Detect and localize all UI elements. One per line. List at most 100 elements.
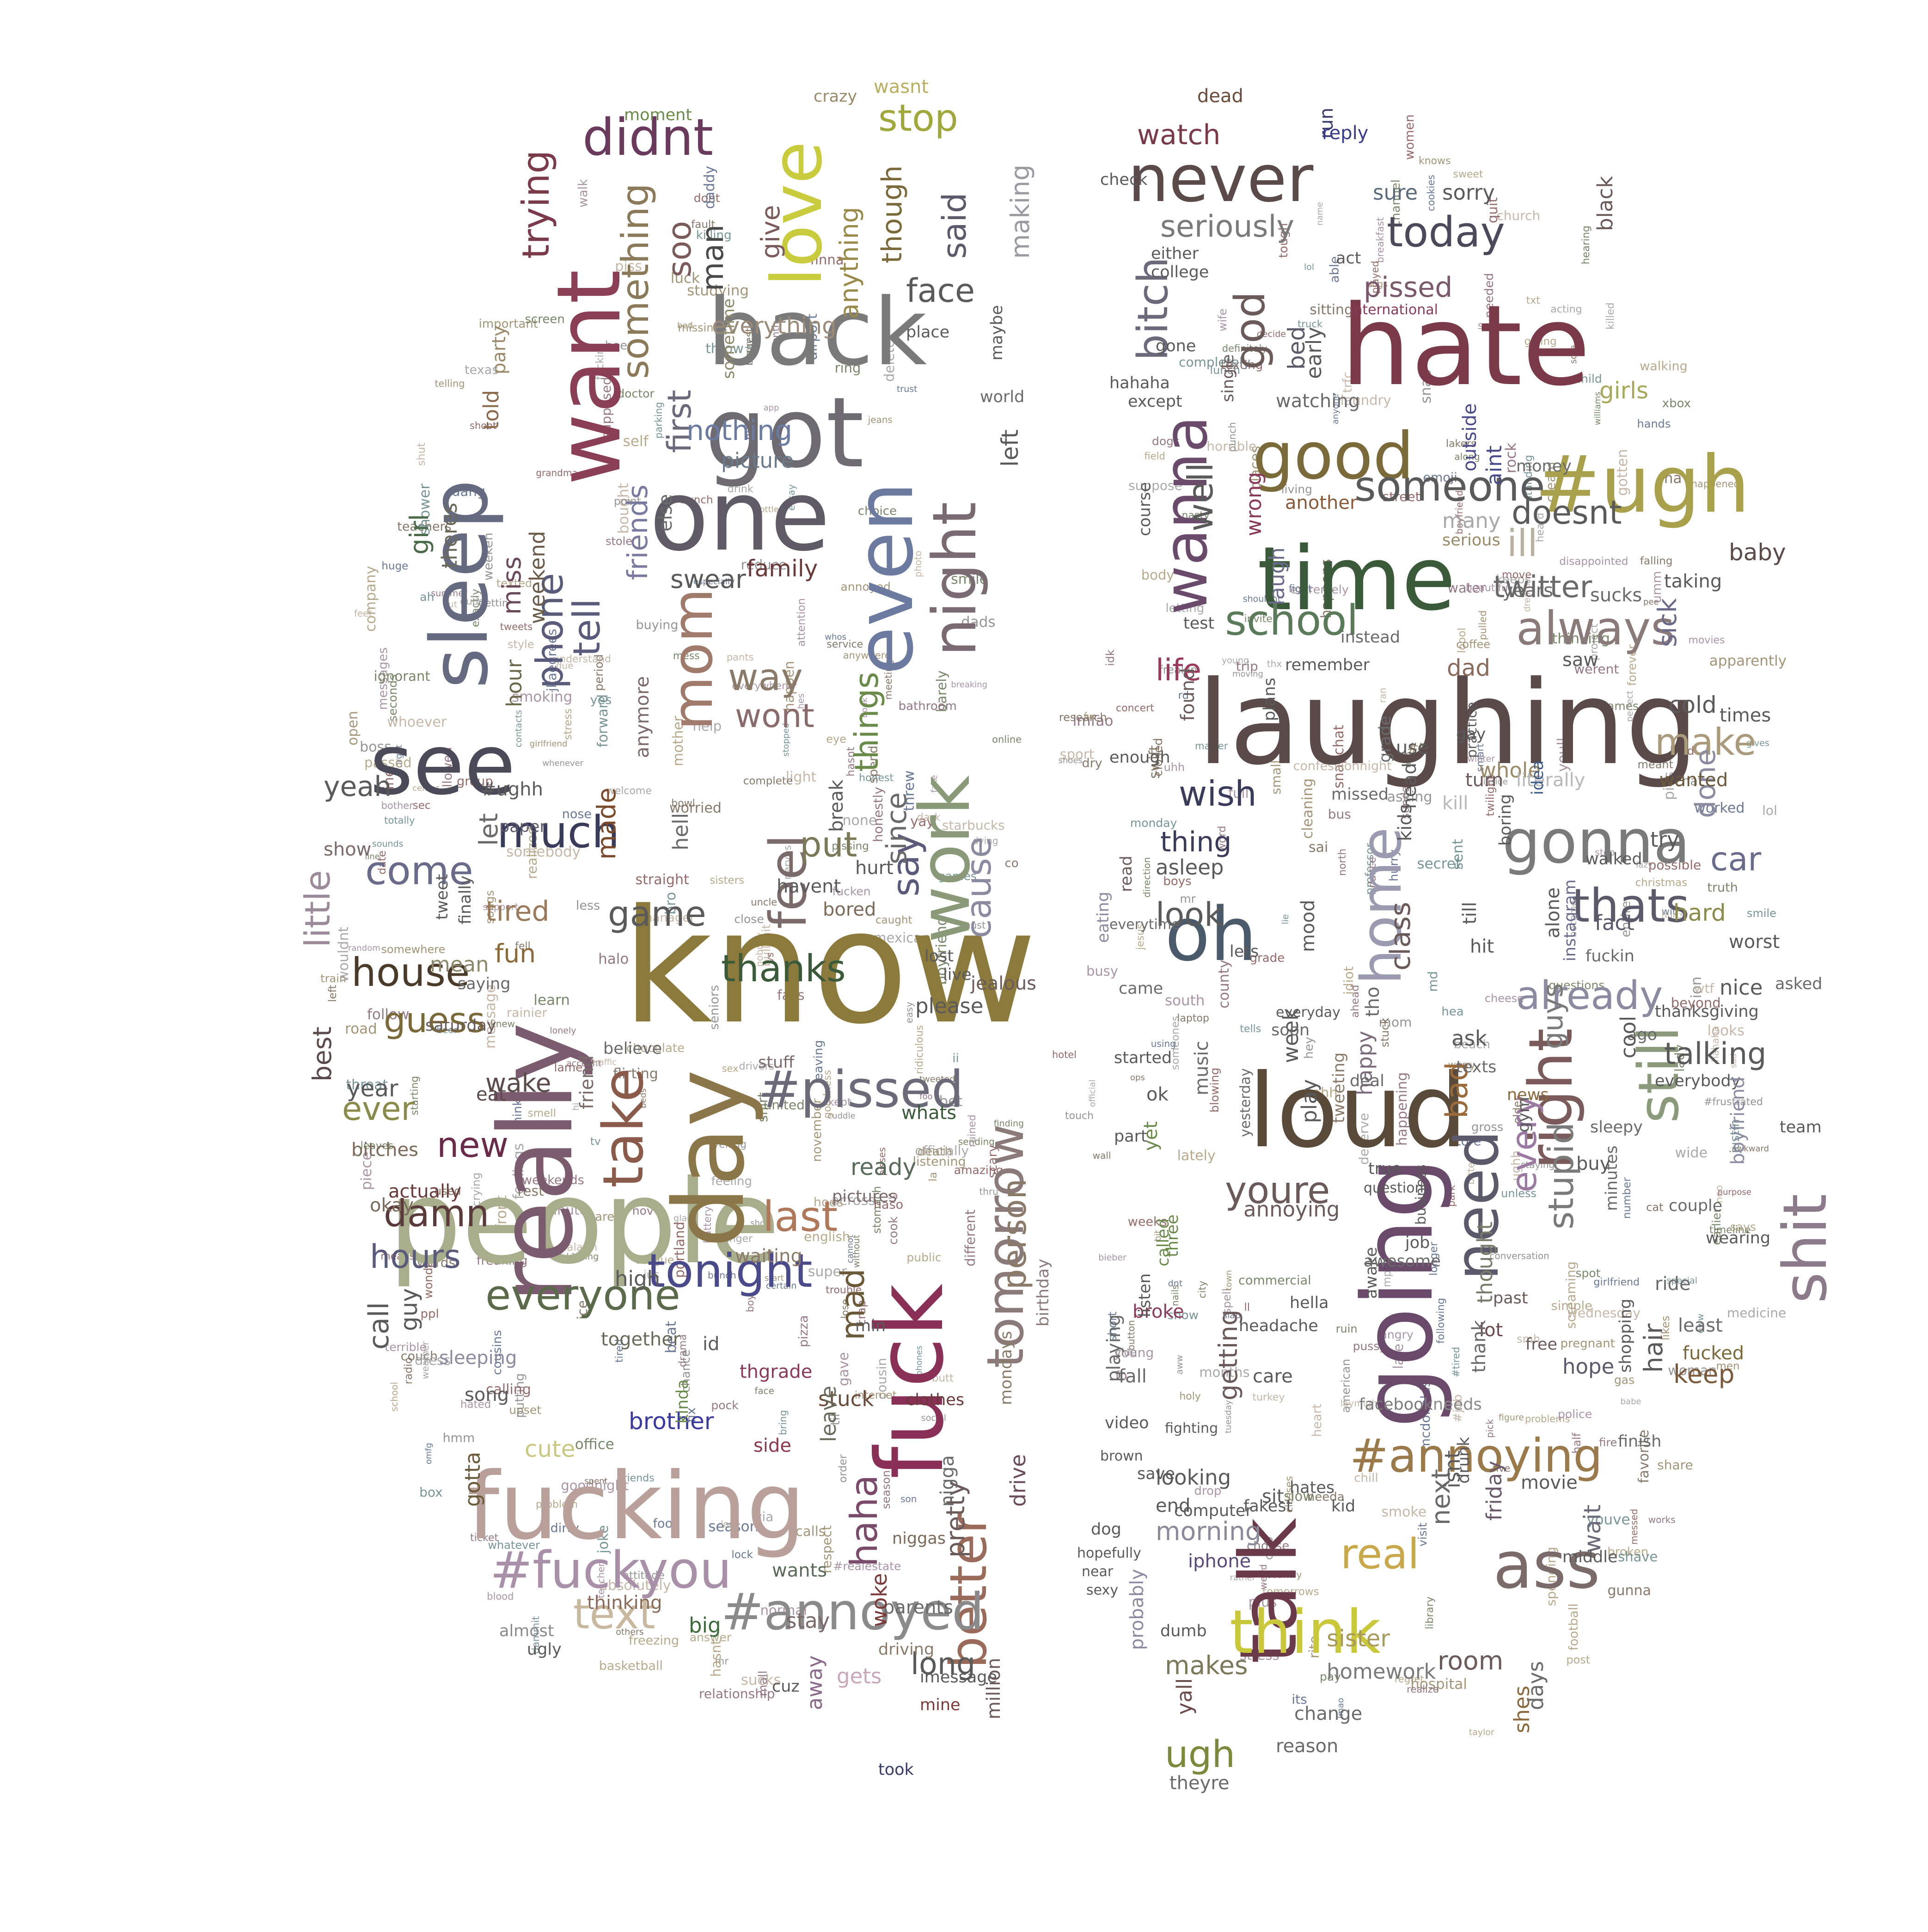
cloud-filler-word: heart — [1310, 1403, 1324, 1437]
cloud-filler-word: halo — [598, 951, 629, 967]
cloud-filler-word: broken — [1607, 1545, 1649, 1559]
cloud-word-right-everyday: everyday — [1276, 1004, 1340, 1021]
cloud-word-left-best: best — [307, 1027, 337, 1082]
cloud-word-right-sister: sister — [1327, 1625, 1390, 1652]
cloud-word-right-near: near — [1082, 1564, 1114, 1580]
cloud-filler-word: mom — [1378, 1014, 1412, 1030]
cloud-filler-word: txt — [1526, 294, 1540, 306]
cloud-filler-word: finna — [810, 252, 844, 268]
cloud-filler-word: studying — [687, 282, 749, 299]
cloud-filler-word: self — [623, 433, 649, 450]
cloud-filler-word: conversation — [1489, 1250, 1549, 1261]
cloud-filler-word: means — [380, 1250, 415, 1262]
cloud-filler-word: women — [1402, 114, 1417, 160]
cloud-word-right-international: international — [1350, 302, 1438, 318]
cloud-filler-word: move — [1502, 569, 1532, 581]
cloud-word-left-got: got — [705, 376, 864, 489]
cloud-filler-word: listening — [912, 1155, 966, 1169]
cloud-filler-word: girlfriend — [1593, 1276, 1640, 1288]
cloud-filler-word: account — [566, 1058, 601, 1069]
cloud-filler-word: concert — [1116, 703, 1154, 715]
cloud-filler-word: huge — [381, 560, 409, 573]
cloud-filler-word: decide — [1256, 329, 1286, 340]
cloud-filler-word: stuck — [1378, 1017, 1392, 1047]
cloud-word-left-gotta: gotta — [460, 1452, 485, 1507]
cloud-word-right-try: try — [1650, 827, 1679, 852]
cloud-filler-word: killed — [1604, 302, 1616, 330]
cloud-filler-word: uhh — [1163, 761, 1185, 774]
cloud-word-left-stuff: stuff — [758, 1053, 795, 1072]
cloud-filler-word: falls — [777, 987, 805, 1003]
cloud-filler-word: worried — [669, 800, 722, 816]
cloud-word-right-nice: nice — [1720, 975, 1763, 1000]
cloud-filler-word: social — [921, 1413, 947, 1424]
cloud-filler-word: official — [1087, 1080, 1097, 1107]
cloud-word-left-game: game — [608, 893, 706, 934]
cloud-word-right-head: head — [1399, 763, 1420, 809]
cloud-filler-word: dogs — [1366, 279, 1388, 290]
cloud-filler-word: answer — [689, 1631, 732, 1645]
cloud-filler-word: wit — [1661, 905, 1677, 917]
cloud-filler-word: smile — [1746, 906, 1776, 920]
cloud-word-left-thanks: thanks — [721, 947, 846, 990]
cloud-filler-word: pregnant — [1560, 1336, 1615, 1351]
cloud-word-right-middle: middle — [1562, 1548, 1618, 1566]
cloud-filler-word: sec — [412, 800, 431, 812]
cloud-filler-word: holy — [1179, 1391, 1201, 1403]
cloud-word-left-world: world — [980, 388, 1025, 406]
cloud-filler-word: letting — [1165, 601, 1205, 615]
cloud-word-left-ever: ever — [342, 1090, 415, 1128]
cloud-filler-word: werent — [1574, 661, 1619, 677]
cloud-filler-word: flirting — [613, 1066, 658, 1082]
cloud-word-right-enough: enough — [1109, 748, 1170, 767]
cloud-filler-word: alarm — [567, 1241, 598, 1253]
cloud-filler-word: ignorant — [373, 668, 430, 684]
cloud-filler-word: find — [556, 1253, 575, 1265]
cloud-filler-word: young — [1222, 655, 1249, 666]
cloud-filler-word: extremely — [1290, 582, 1349, 596]
cloud-filler-word: sport — [1059, 746, 1095, 762]
cloud-filler-word: learn — [533, 992, 570, 1009]
cloud-word-right-school: school — [1225, 596, 1359, 645]
cloud-word-left-waiting: waiting — [735, 1246, 802, 1267]
cloud-filler-word: spot — [1575, 1266, 1601, 1280]
cloud-filler-word: style — [508, 638, 534, 651]
cloud-filler-word: left — [327, 984, 339, 1002]
cloud-word-left-bored: bored — [823, 899, 876, 920]
cloud-filler-word: drink — [727, 483, 753, 495]
cloud-filler-word: hotel — [1052, 1049, 1077, 1060]
cloud-filler-word: certain — [766, 1280, 797, 1291]
cloud-filler-word: omfg — [423, 1443, 434, 1465]
cloud-filler-word: straight — [635, 871, 689, 888]
cloud-filler-word: smh — [1517, 1332, 1541, 1345]
cloud-word-left-clothes: clothes — [906, 1391, 965, 1409]
cloud-word-right-someone: someone — [1354, 462, 1545, 511]
cloud-word-left-anything: anything — [834, 207, 864, 319]
cloud-word-left-everything: everything — [712, 312, 837, 339]
cloud-filler-word: luck — [670, 269, 700, 287]
cloud-filler-word: medicine — [1727, 1305, 1787, 1321]
cloud-filler-word: line — [365, 852, 380, 862]
cloud-filler-word: wouldnt — [336, 927, 352, 983]
cloud-word-right-theyre: theyre — [1169, 1773, 1230, 1794]
cloud-word-right-check: check — [1100, 171, 1148, 189]
cloud-word-left-know: know — [622, 876, 1037, 1059]
cloud-filler-word: butt — [931, 1372, 954, 1385]
cloud-filler-word: direction — [1141, 856, 1153, 898]
cloud-word-left-weekend: weekend — [525, 531, 550, 624]
cloud-word-right-hair: hair — [1639, 1323, 1668, 1373]
cloud-filler-word: bathroom — [898, 699, 957, 713]
cloud-filler-word: amazing — [954, 1163, 1004, 1177]
cloud-word-right-part: part — [1114, 1127, 1147, 1146]
cloud-word-left-kinda: kinda — [673, 1379, 692, 1424]
cloud-word-left-told: told — [479, 390, 503, 430]
cloud-filler-word: used — [434, 1185, 461, 1198]
cloud-word-left-long: long — [911, 1647, 976, 1681]
cloud-word-right-many: many — [1442, 508, 1501, 533]
cloud-filler-word: idk — [1103, 649, 1117, 666]
cloud-word-left-paper: paper — [499, 818, 546, 836]
cloud-filler-word: hands — [1637, 417, 1671, 430]
cloud-word-right-till: till — [1459, 901, 1481, 924]
cloud-filler-word: shouldnt — [1242, 593, 1281, 604]
cloud-filler-word: horrible — [1206, 438, 1257, 454]
